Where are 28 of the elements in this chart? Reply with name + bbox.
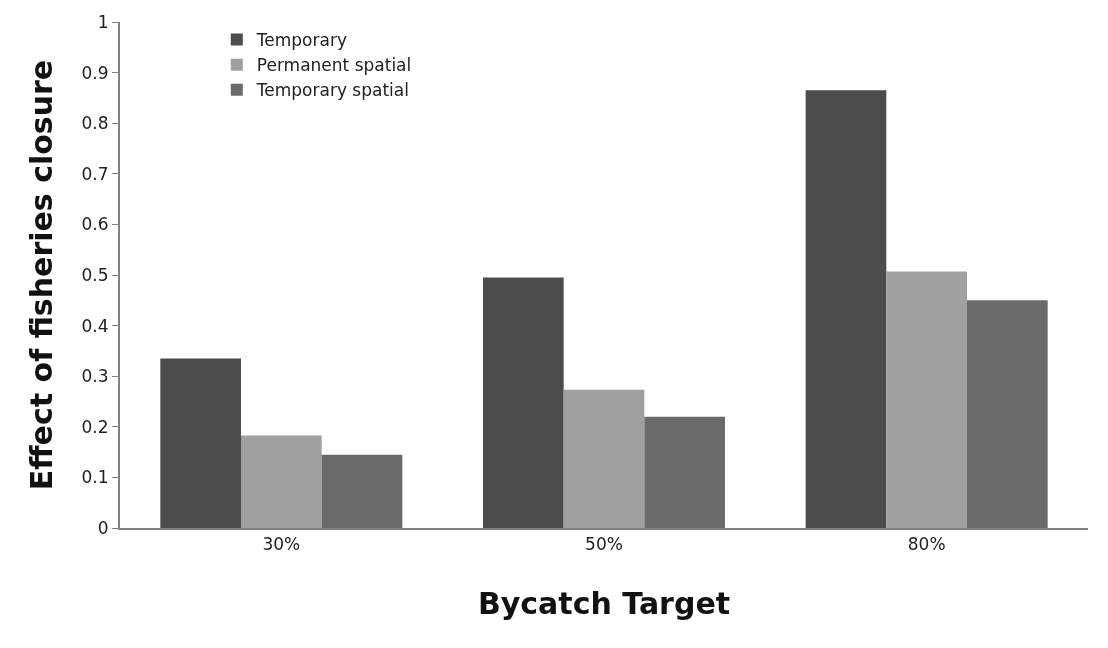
y-tick-label: 0.8 [81,113,109,134]
y-tick-label: 0.4 [81,315,109,336]
bar [967,300,1048,528]
y-tick-label: 0.5 [81,264,109,285]
bar [644,416,725,528]
y-tick-label: 1 [97,11,109,32]
legend-label: Temporary spatial [255,80,409,101]
bar [483,277,564,528]
y-tick-label: 0.9 [81,62,109,83]
x-tick-label: 30% [262,534,301,555]
x-tick-label: 80% [907,534,946,555]
y-tick-label: 0.7 [81,163,109,184]
x-tick-label: 50% [585,534,623,555]
bar [241,435,322,528]
y-tick-label: 0.1 [81,467,109,488]
y-tick-label: 0.2 [81,416,109,437]
y-tick-label: 0 [97,517,109,538]
legend-label: Permanent spatial [256,55,412,76]
x-axis-title: Bycatch Target [477,586,731,622]
legend-label: Temporary [255,30,347,51]
bar [563,389,645,528]
bar [805,90,887,528]
y-tick-label: 0.6 [81,214,109,235]
y-axis-title: Effect of fisheries closure [24,59,60,491]
y-tick-label: 0.3 [81,366,109,387]
bar [886,271,967,528]
bar [160,358,241,528]
bar [321,454,403,528]
